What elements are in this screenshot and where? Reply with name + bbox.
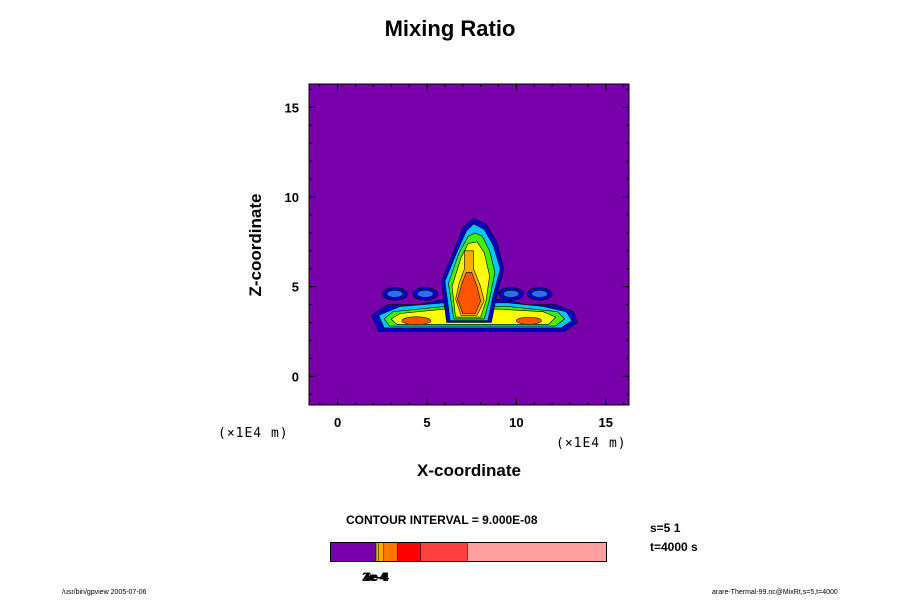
chart-title: Mixing Ratio	[384, 16, 516, 41]
eddy-inner-0	[386, 289, 404, 298]
colorbar-segment-0	[330, 542, 377, 562]
y-tick-label: 5	[292, 280, 299, 295]
x-tick-label: 0	[334, 415, 341, 430]
eddy-inner-2	[502, 289, 520, 298]
colorbar-segment-6	[467, 542, 607, 562]
x-axis-label: X-coordinate	[417, 461, 521, 480]
colorbar-tick-label: 4e-4	[363, 570, 388, 584]
colorbar-tick-label: 2e-4	[362, 570, 387, 584]
y-tick-label: 15	[285, 100, 299, 115]
y-tick-label: 0	[292, 369, 299, 384]
colorbar-segment-4	[397, 542, 421, 562]
x-tick-label: 15	[599, 415, 613, 430]
y-axis-unit: (×1E4 m)	[218, 426, 289, 441]
contour-interval-label: CONTOUR INTERVAL = 9.000E-08	[346, 513, 538, 527]
info-t: t=4000 s	[650, 540, 698, 554]
plume-contours	[371, 218, 578, 332]
colorbar-segment-5	[420, 542, 468, 562]
plot-frame	[308, 83, 630, 406]
colorbar	[330, 542, 607, 562]
y-tick-label: 10	[285, 190, 299, 205]
colorbar-segment-3	[383, 542, 398, 562]
colorbar-segment-2	[377, 542, 385, 562]
info-s: s=5 1	[650, 521, 681, 535]
footer-left: /usr/bin/gpview 2005-07-06	[62, 589, 147, 596]
y-axis-label: Z-coordinate	[246, 193, 265, 297]
x-tick-label: 10	[509, 415, 523, 430]
colorbar-tick-label: 6e-4	[365, 570, 390, 584]
base-blob-left	[401, 316, 431, 325]
eddy-inner-1	[416, 289, 434, 298]
column-core	[457, 271, 481, 314]
colorbar-segment-1	[375, 542, 379, 562]
footer-right: arare-Thermal-99.nc@MixRt,s=5,t=4000	[712, 589, 838, 596]
axis-ticks: 0 5 10 15 0 5 10 15	[285, 84, 629, 430]
base-blob-right	[516, 316, 542, 325]
x-axis-unit: (×1E4 m)	[556, 436, 627, 451]
eddy-inner-3	[531, 289, 548, 298]
x-tick-label: 5	[423, 415, 430, 430]
